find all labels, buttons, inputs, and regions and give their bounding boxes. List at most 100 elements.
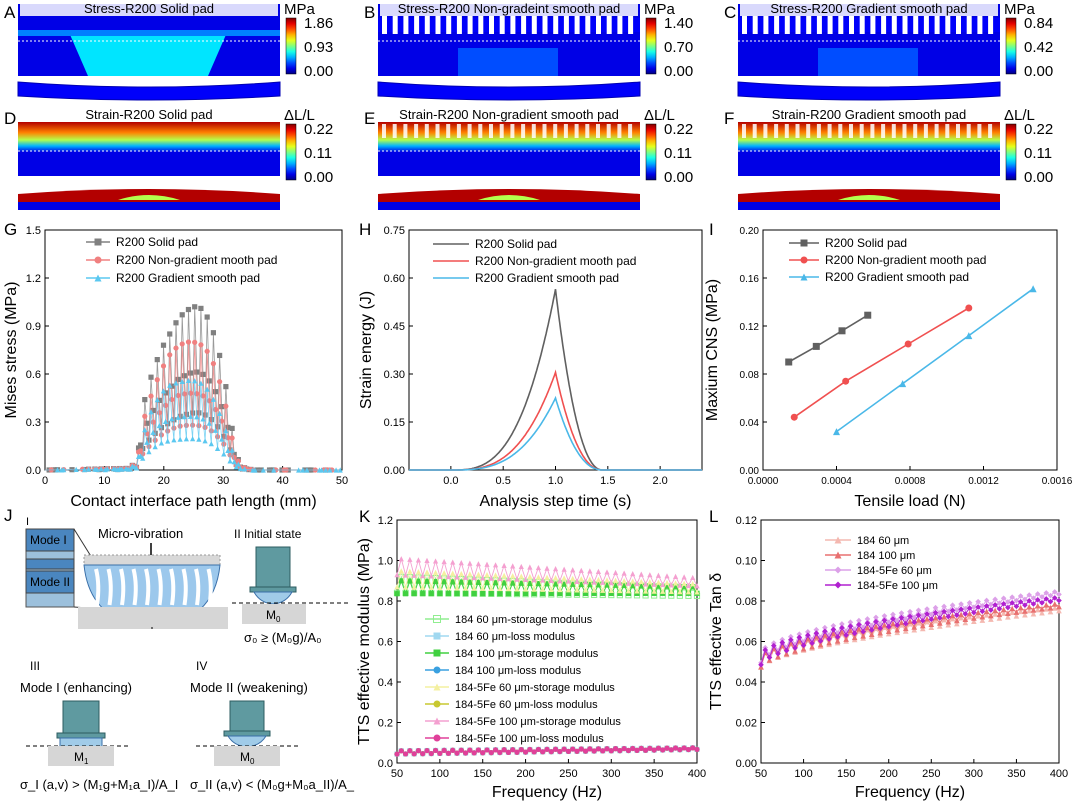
data-point (480, 750, 485, 755)
data-point (484, 562, 489, 567)
pillar-gap (575, 16, 580, 34)
pillar-gap (521, 124, 525, 138)
panel-letter-d: D (4, 109, 16, 128)
data-point (161, 363, 166, 368)
data-point (562, 575, 567, 580)
data-point (146, 449, 151, 454)
data-point (502, 563, 507, 568)
lens-section (18, 82, 280, 100)
data-point (446, 751, 451, 756)
x-tick-label: 0.0 (443, 475, 458, 487)
pillar-gap (617, 124, 621, 138)
data-point (433, 748, 438, 753)
data-point (205, 314, 210, 319)
data-point (450, 559, 455, 564)
mode-i-enhancing-label: Mode I (enhancing) (20, 680, 132, 695)
data-point (446, 591, 451, 596)
fea-svg: A Stress-R200 Solid pad MPa1.860.930.00B St… (0, 0, 1080, 215)
pillar-gap (849, 16, 854, 34)
series-3 (758, 589, 1062, 665)
colorbar-tick: 0.84 (1024, 15, 1053, 32)
pillar-gap (924, 16, 929, 34)
data-point (194, 369, 199, 374)
data-point (506, 750, 511, 755)
data-point (604, 577, 609, 582)
x-tick-label: 2.0 (652, 475, 667, 487)
mode-ii-label: Mode II (30, 575, 70, 589)
data-point (450, 748, 455, 753)
legend-marker (835, 582, 842, 589)
series-line-3 (837, 289, 1034, 432)
y-tick-label: 0.8 (378, 596, 393, 608)
data-point (200, 372, 205, 377)
data-point (211, 361, 216, 366)
y-tick-label: 0.08 (740, 370, 760, 381)
x-tick-label: 250 (559, 768, 577, 780)
pillar-gap (967, 16, 972, 34)
legend-label: R200 Gradient smooth pad (116, 271, 260, 285)
panel-letter-a: A (4, 3, 16, 22)
panel-letter-i: I (709, 220, 714, 239)
fea-panel-e: E Strain-R200 Non-gradient smooth pad ΔL/L… (364, 107, 693, 210)
data-point (399, 556, 404, 561)
colorbar-tick: 1.40 (664, 15, 693, 32)
colorbar-tick: 0.00 (304, 169, 333, 186)
colorbar (646, 124, 656, 180)
y-tick-label: 0.0 (26, 465, 41, 477)
pillar-gap (393, 124, 397, 138)
micro-vibration-label: Micro-vibration (98, 526, 183, 541)
data-point (596, 569, 601, 574)
chart-h-strain-energy: H0.0 0.5 1.0 1.5 2.00.000.150.300.450.600.75… (355, 218, 710, 510)
legend-label: 184-5Fe 100 μm-storage modulus (455, 716, 621, 728)
pillar-gap (977, 16, 982, 34)
x-axis-label: Frequency (Hz) (492, 784, 602, 801)
pillar-gap (956, 124, 960, 138)
pillar-gap (892, 16, 897, 34)
data-point (553, 566, 558, 571)
data-point (151, 420, 156, 425)
data-point (227, 458, 232, 463)
pillar-gap (468, 124, 472, 138)
panel-letter-g: G (4, 220, 17, 239)
data-point (167, 352, 172, 357)
x-tick-label: 100 (431, 768, 449, 780)
pillar (121, 569, 123, 605)
data-point (196, 437, 201, 442)
pillar-gap (742, 16, 747, 34)
y-tick-label: 0.02 (736, 718, 757, 730)
data-point (190, 436, 195, 441)
colorbar-tick: 0.00 (304, 63, 333, 80)
pillar-gap (935, 16, 940, 34)
pillar-gap (382, 124, 386, 138)
series-line-1 (409, 289, 702, 470)
data-point (399, 748, 404, 753)
data-point (230, 435, 235, 440)
data-point (163, 403, 168, 408)
y-tick-label: 0.06 (736, 637, 757, 649)
contact-band (18, 30, 280, 36)
data-point (424, 748, 429, 753)
pillar-gap (510, 16, 515, 34)
data-point (165, 438, 170, 443)
pillar-gap (446, 16, 451, 34)
state-iv-label: IV (196, 659, 207, 673)
pillar-gap (543, 16, 548, 34)
colorbar-tick: 0.11 (304, 145, 332, 162)
pillar-gap (553, 124, 557, 138)
panel-title: Stress-R200 Non-gradeint smooth pad (398, 1, 621, 16)
data-point (223, 404, 228, 409)
data-point (188, 370, 193, 375)
pillar-gap (457, 16, 462, 34)
pillar-gap (521, 16, 526, 34)
series-line (45, 307, 340, 470)
pillar-gap (860, 16, 865, 34)
data-point (622, 570, 627, 575)
pillar-gap (892, 124, 896, 138)
data-point (424, 569, 429, 574)
data-point (192, 304, 197, 309)
data-point (613, 578, 618, 583)
data-point (454, 751, 459, 756)
x-tick-label: 350 (1007, 768, 1025, 780)
panel-title: Strain-R200 Solid pad (85, 107, 212, 122)
y-tick-label: 1.5 (26, 225, 41, 237)
